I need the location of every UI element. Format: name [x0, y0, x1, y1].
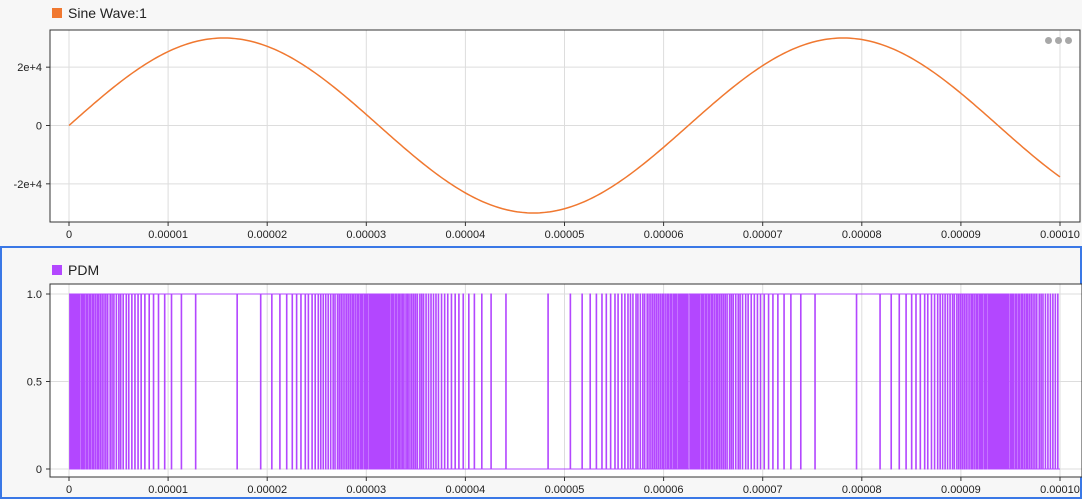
sine-x-tick-label: 0.00006: [644, 229, 684, 241]
pdm-x-tick-label: 0.00003: [346, 484, 386, 496]
sine-x-tick-label: 0.00005: [545, 229, 585, 241]
pdm-y-tick-label: 1.0: [27, 289, 42, 301]
sine-wave-panel[interactable]: Sine Wave:1 0 0.00001 0.00002 0.00003 0.0000…: [0, 0, 1082, 246]
sine-x-tick-label: 0.00003: [346, 229, 386, 241]
pdm-x-tick-label: 0.00004: [446, 484, 486, 496]
sine-x-tick-label: 0.00007: [743, 229, 783, 241]
pdm-panel[interactable]: PDM 0 0.00001 0.00002 0.00003 0.00004 0.00005…: [0, 246, 1082, 499]
pdm-legend[interactable]: PDM: [52, 262, 99, 278]
sine-series-line: [68, 37, 1061, 214]
pdm-plot-frame: [49, 283, 1082, 478]
sine-x-tick-label: 0.00004: [446, 229, 486, 241]
pdm-y-tick-label: 0.5: [27, 377, 42, 389]
pdm-chart: 0 0.00001 0.00002 0.00003 0.00004 0.00005 0.00…: [27, 283, 1082, 496]
pdm-legend-label: PDM: [68, 262, 100, 278]
sine-x-tick-label: 0.00002: [247, 229, 287, 241]
pdm-x-tick-label: 0.00006: [644, 484, 684, 496]
sine-x-tick-label: 0.00008: [842, 229, 882, 241]
pdm-x-tick-label: 0.00009: [941, 484, 981, 496]
sine-legend-swatch: [52, 8, 62, 18]
sine-plot-frame: [49, 29, 1081, 223]
pdm-plot-area: [50, 284, 1082, 477]
pdm-x-tick-label: 0.00007: [743, 484, 783, 496]
pdm-x-tick-label: 0.00001: [148, 484, 188, 496]
pdm-x-tick-label: 0: [66, 484, 72, 496]
sine-legend[interactable]: Sine Wave:1: [52, 5, 147, 21]
sine-y-tick-label: 0: [36, 121, 42, 133]
pdm-x-tick-label: 0.00005: [545, 484, 585, 496]
pdm-x-tick-label: 0.00010: [1040, 484, 1080, 496]
pdm-x-tick-label: 0.00008: [842, 484, 882, 496]
sine-legend-label: Sine Wave:1: [68, 5, 147, 21]
pdm-legend-swatch: [52, 265, 62, 275]
pdm-series-line: [69, 293, 1060, 470]
sine-y-tick-label: 2e+4: [17, 62, 42, 74]
pdm-x-tick-label: 0.00002: [247, 484, 287, 496]
sine-x-tick-label: 0.00001: [148, 229, 188, 241]
sine-x-tick-label: 0.00009: [941, 229, 981, 241]
pdm-y-tick-label: 0: [36, 464, 42, 476]
sine-x-tick-label: 0.00010: [1040, 229, 1080, 241]
sine-x-tick-label: 0: [66, 229, 72, 241]
more-options-icon[interactable]: [1045, 37, 1072, 44]
sine-wave-chart: 0 0.00001 0.00002 0.00003 0.00004 0.00005 0.00…: [14, 29, 1081, 241]
sine-y-tick-label: -2e+4: [14, 179, 42, 191]
